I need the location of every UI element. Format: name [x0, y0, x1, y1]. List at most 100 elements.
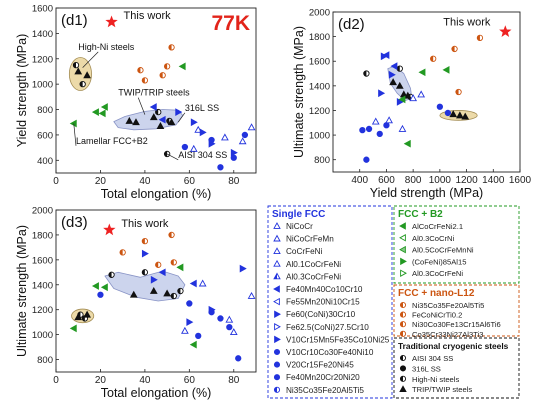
legend-marker — [273, 386, 281, 393]
legend-marker — [274, 310, 281, 318]
data-point-single_fcc — [181, 326, 189, 334]
legend-entry-label: High-Ni steels — [412, 375, 459, 384]
data-point-traditional — [167, 118, 176, 126]
legend-marker — [273, 234, 281, 242]
legend-marker — [273, 222, 281, 229]
data-point-traditional — [389, 78, 397, 86]
data-point-single_fcc — [247, 291, 256, 299]
legend-entry-label: Al0.3CoCrFeNi — [286, 272, 341, 281]
data-point-fcc_b2 — [100, 103, 108, 111]
data-point-traditional — [129, 290, 138, 298]
legend-entry-label: Co35Cr33Ni27Al3Ti3 — [412, 330, 483, 339]
x-tick-label: 1400 — [482, 175, 505, 186]
legend-entry-label: Ni35Co35Fe20Al5Ti5 — [412, 301, 484, 310]
data-point-single_fcc — [175, 108, 183, 116]
data-point-fcc_b2 — [69, 324, 77, 333]
temperature-badge: 77K — [211, 12, 250, 35]
legend-entry-label: NiCoCr — [286, 222, 313, 231]
data-point-single_fcc — [378, 89, 386, 98]
data-point-traditional — [170, 292, 177, 300]
legend-marker — [399, 234, 406, 242]
legend-marker — [273, 285, 280, 293]
x-tick-label: 20 — [95, 375, 107, 386]
annotation-leader — [166, 153, 179, 161]
annotation-label: TWIP/TRIP steels — [118, 88, 190, 98]
y-tick-label: 1600 — [309, 57, 330, 68]
data-point-single_fcc — [390, 62, 398, 71]
plot-frame — [55, 209, 257, 373]
panel-label: (d3) — [61, 214, 88, 231]
panel-2: 400 600 800 1000 1200 1400 1600800100012001400… — [292, 8, 532, 201]
y-tick-label: 800 — [37, 105, 53, 116]
legend-entry-label: Al0.5CoCrFeMnNi — [412, 246, 474, 255]
panel-label: (d1) — [61, 12, 88, 29]
annotation-leader — [177, 112, 186, 123]
data-point-nano — [119, 249, 126, 256]
data-point-traditional — [74, 313, 83, 321]
data-point-single_fcc — [385, 116, 393, 124]
data-point-single_fcc — [388, 70, 396, 79]
data-point-traditional — [132, 118, 140, 126]
x-tick-label: 800 — [405, 175, 422, 186]
data-point-single_fcc — [383, 122, 390, 129]
plot-frame — [55, 7, 257, 174]
data-point-fcc_b2 — [176, 263, 184, 272]
data-point-single_fcc — [186, 300, 193, 307]
x-axis-label: Total elongation (%) — [101, 187, 211, 201]
data-point-nano — [476, 34, 484, 41]
data-point-traditional — [83, 71, 91, 79]
legend-marker — [273, 348, 281, 356]
data-point-traditional — [403, 91, 412, 99]
y-tick-label: 1600 — [32, 4, 53, 15]
legend-entry-label: NiCoCrFeMn — [286, 235, 334, 244]
legend: Single FCC NiCoCr NiCoCrFeMn CoCrFeNi Al0.1C… — [267, 205, 520, 399]
legend-marker — [399, 301, 407, 309]
x-tick-label: 40 — [139, 176, 151, 187]
data-point-nano — [155, 261, 162, 268]
data-point-traditional — [163, 150, 171, 158]
annotation-label: AISI 304 SS — [178, 150, 227, 160]
y-axis-label: Ultimate strength (MPa) — [292, 26, 306, 158]
data-point-single_fcc — [444, 109, 452, 117]
data-point-nano — [170, 259, 177, 266]
y-tick-label: 1200 — [309, 106, 330, 117]
data-point-single_fcc — [189, 279, 197, 288]
legend-entry-label: Fe62.5(CoNi)27.5Cr10 — [286, 323, 369, 332]
x-tick-label: 60 — [184, 176, 196, 187]
annotation-label: Lamellar FCC+B2 — [76, 136, 148, 146]
data-point-single_fcc — [371, 117, 380, 125]
legend-marker — [273, 374, 281, 381]
data-point-single_fcc — [238, 137, 247, 145]
plot-frame — [332, 11, 521, 173]
data-point-fcc_b2 — [98, 109, 106, 118]
legend-marker — [400, 269, 407, 277]
data-point-single_fcc — [417, 90, 426, 98]
y-tick-label: 800 — [37, 355, 53, 366]
data-point-single_fcc — [189, 144, 198, 152]
data-point-single_fcc — [141, 249, 149, 258]
y-tick-label: 600 — [37, 130, 53, 141]
legend-entry-label: Al0.1CoCrFeNi — [286, 260, 341, 269]
chart-panels: 0 20 40 60 804006008001000120014001600Total … — [15, 4, 532, 401]
data-point-single_fcc — [376, 130, 383, 137]
y-tick-label: 1200 — [32, 305, 53, 316]
data-point-nano — [159, 72, 166, 79]
legend-box — [393, 284, 520, 337]
legend-entry-label: AISI 304 SS — [412, 354, 453, 363]
legend-entry-label: Fe55Mn20Ni10Cr15 — [286, 298, 360, 307]
legend-marker — [399, 245, 406, 254]
this-work-label: This work — [443, 17, 491, 29]
panel-label: (d2) — [338, 16, 365, 33]
this-work-label: This work — [121, 218, 169, 230]
data-point-single_fcc — [208, 305, 216, 314]
data-point-single_fcc — [363, 156, 370, 163]
y-tick-label: 1400 — [32, 29, 53, 40]
legend-entry-label: Al0.3CoCrFeNi — [412, 269, 463, 278]
legend-entry-label: Ni35Co35Fe20Al5Ti5 — [286, 386, 364, 395]
legend-entry-label: TRIP/TWIP steels — [412, 385, 472, 394]
data-point-single_fcc — [359, 127, 366, 134]
legend-marker — [274, 323, 281, 331]
region-blue — [113, 109, 184, 131]
x-tick-label: 1000 — [429, 175, 452, 186]
data-point-single_fcc — [150, 275, 158, 284]
